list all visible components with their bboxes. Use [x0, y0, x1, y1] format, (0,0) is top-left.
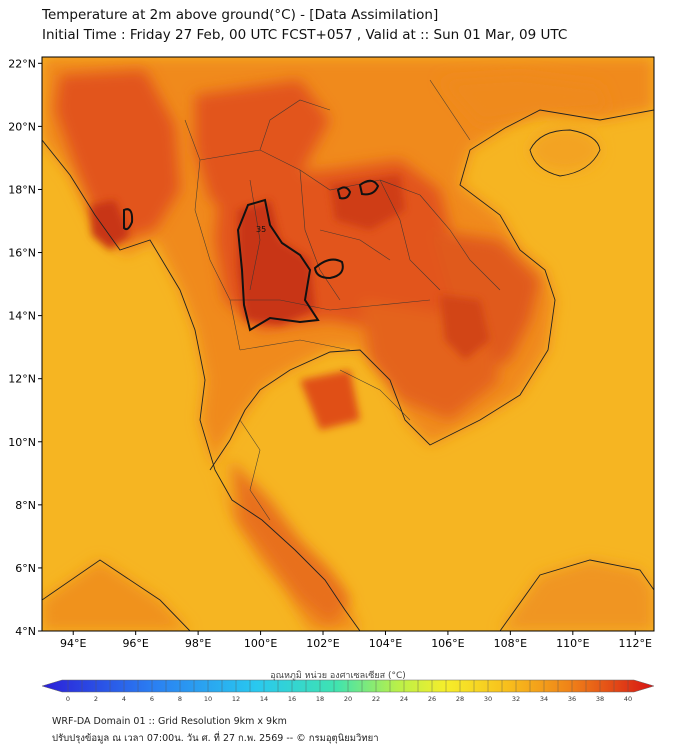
colorbar-ticks: 0 2 4 6 8 10 12 14 16 18 20 22 24 26 28 30 32 34 36 38 40: [66, 680, 632, 703]
colorbar-tick-label: 8: [178, 695, 182, 703]
colorbar-tick-label: 24: [400, 695, 408, 703]
colorbar-tick-label: 26: [428, 695, 436, 703]
contour-35c: [123, 179, 380, 332]
chart-subtitle: Initial Time : Friday 27 Feb, 00 UTC FCS…: [42, 27, 568, 43]
lon-label: 112°E: [619, 637, 652, 650]
colorbar-tick-label: 32: [512, 695, 520, 703]
colorbar-tick-label: 28: [456, 695, 464, 703]
lat-label: 6°N: [15, 562, 36, 575]
lat-label: 16°N: [8, 247, 36, 260]
lat-label: 8°N: [15, 499, 36, 512]
lon-label: 98°E: [185, 637, 211, 650]
chart-title: Temperature at 2m above ground(°C) - [Da…: [42, 7, 439, 23]
colorbar-tick-label: 4: [122, 695, 126, 703]
colorbar-tick-label: 10: [204, 695, 212, 703]
lat-label: 12°N: [8, 373, 36, 386]
lon-label: 110°E: [556, 637, 589, 650]
colorbar-tick-label: 40: [624, 695, 632, 703]
colorbar-tick-label: 14: [260, 695, 268, 703]
footer-update-info: ปรับปรุงข้อมูล ณ เวลา 07:00น. วัน ศ. ที่…: [52, 733, 379, 744]
map-panel: 35: [42, 57, 654, 631]
colorbar-tick-label: 0: [66, 695, 70, 703]
colorbar-title: อุณหภูมิ หน่วย องศาเซลเซียส (°C): [270, 671, 406, 681]
coastlines: [42, 109, 654, 631]
colorbar-tick-label: 30: [484, 695, 492, 703]
admin-borders: [184, 79, 501, 521]
contour-label: 35: [256, 225, 266, 234]
lon-label: 106°E: [431, 637, 464, 650]
longitude-axis: 94°E 96°E 98°E 100°E 102°E 104°E 106°E 108°E 110…: [60, 631, 652, 650]
lat-label: 14°N: [8, 310, 36, 323]
land-warm: [42, 57, 654, 631]
latitude-axis: 22°N 20°N 18°N 16°N 14°N 12°N 10°N 8°N 6°N 4°N: [8, 57, 42, 638]
colorbar-tick-label: 34: [540, 695, 548, 703]
colorbar-tick-label: 2: [94, 695, 98, 703]
lon-label: 100°E: [244, 637, 277, 650]
land-hottest: [90, 175, 490, 430]
colorbar-tick-label: 36: [568, 695, 576, 703]
lon-label: 104°E: [369, 637, 402, 650]
colorbar-tick-label: 6: [150, 695, 154, 703]
lon-label: 108°E: [494, 637, 527, 650]
lat-label: 4°N: [15, 625, 36, 638]
lon-label: 102°E: [306, 637, 339, 650]
map-frame: [41, 56, 655, 632]
lat-label: 22°N: [8, 57, 36, 70]
land-hot: [55, 70, 610, 625]
colorbar-tick-label: 20: [344, 695, 352, 703]
colorbar-tick-label: 38: [596, 695, 604, 703]
lon-label: 96°E: [122, 637, 148, 650]
colorbar-tick-label: 12: [232, 695, 240, 703]
colorbar: 0 2 4 6 8 10 12 14 16 18 20 22 24 26 28 30 32 34 36 38 40: [41, 679, 655, 703]
lat-label: 20°N: [8, 120, 36, 133]
lat-label: 10°N: [8, 436, 36, 449]
lon-label: 94°E: [60, 637, 86, 650]
colorbar-tick-label: 16: [288, 695, 296, 703]
colorbar-tick-label: 22: [372, 695, 380, 703]
lat-label: 18°N: [8, 183, 36, 196]
colorbar-tick-label: 18: [316, 695, 324, 703]
footer-model-info: WRF-DA Domain 01 :: Grid Resolution 9km …: [52, 716, 287, 727]
